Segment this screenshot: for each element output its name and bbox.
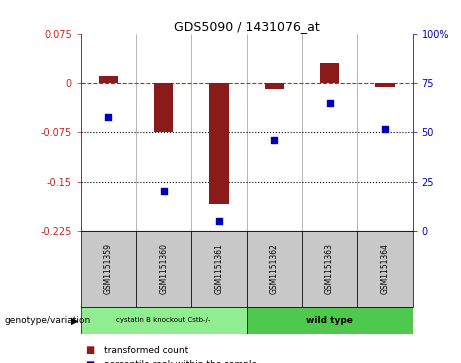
Bar (191, 231, 247, 307)
Text: genotype/variation: genotype/variation (5, 316, 91, 325)
Bar (136, 231, 191, 307)
Bar (247, 307, 413, 334)
Text: wild type: wild type (306, 316, 353, 325)
Text: percentile rank within the sample: percentile rank within the sample (104, 360, 257, 363)
Text: GSM1151364: GSM1151364 (380, 243, 390, 294)
Bar (81, 307, 247, 334)
Point (160, 188, 167, 194)
Point (105, 114, 112, 120)
Point (215, 218, 223, 224)
Bar (247, 231, 302, 307)
Text: GSM1151363: GSM1151363 (325, 243, 334, 294)
Title: GDS5090 / 1431076_at: GDS5090 / 1431076_at (174, 20, 319, 33)
Text: GSM1151361: GSM1151361 (214, 243, 224, 294)
Point (381, 126, 389, 131)
Bar (99, 76, 118, 83)
Text: GSM1151360: GSM1151360 (159, 243, 168, 294)
Text: GSM1151362: GSM1151362 (270, 243, 279, 294)
Point (271, 138, 278, 143)
Text: ▶: ▶ (71, 315, 79, 325)
Bar (209, 83, 229, 204)
Text: GSM1151359: GSM1151359 (104, 243, 113, 294)
Bar (375, 83, 395, 87)
Bar (265, 83, 284, 89)
Text: ■: ■ (85, 360, 95, 363)
Bar (320, 62, 339, 83)
Point (326, 100, 333, 106)
Bar (154, 83, 173, 132)
Bar (302, 231, 357, 307)
Bar (357, 231, 413, 307)
Text: transformed count: transformed count (104, 346, 188, 355)
Text: ■: ■ (85, 345, 95, 355)
Bar (81, 231, 136, 307)
Text: cystatin B knockout Cstb-/-: cystatin B knockout Cstb-/- (117, 317, 211, 323)
